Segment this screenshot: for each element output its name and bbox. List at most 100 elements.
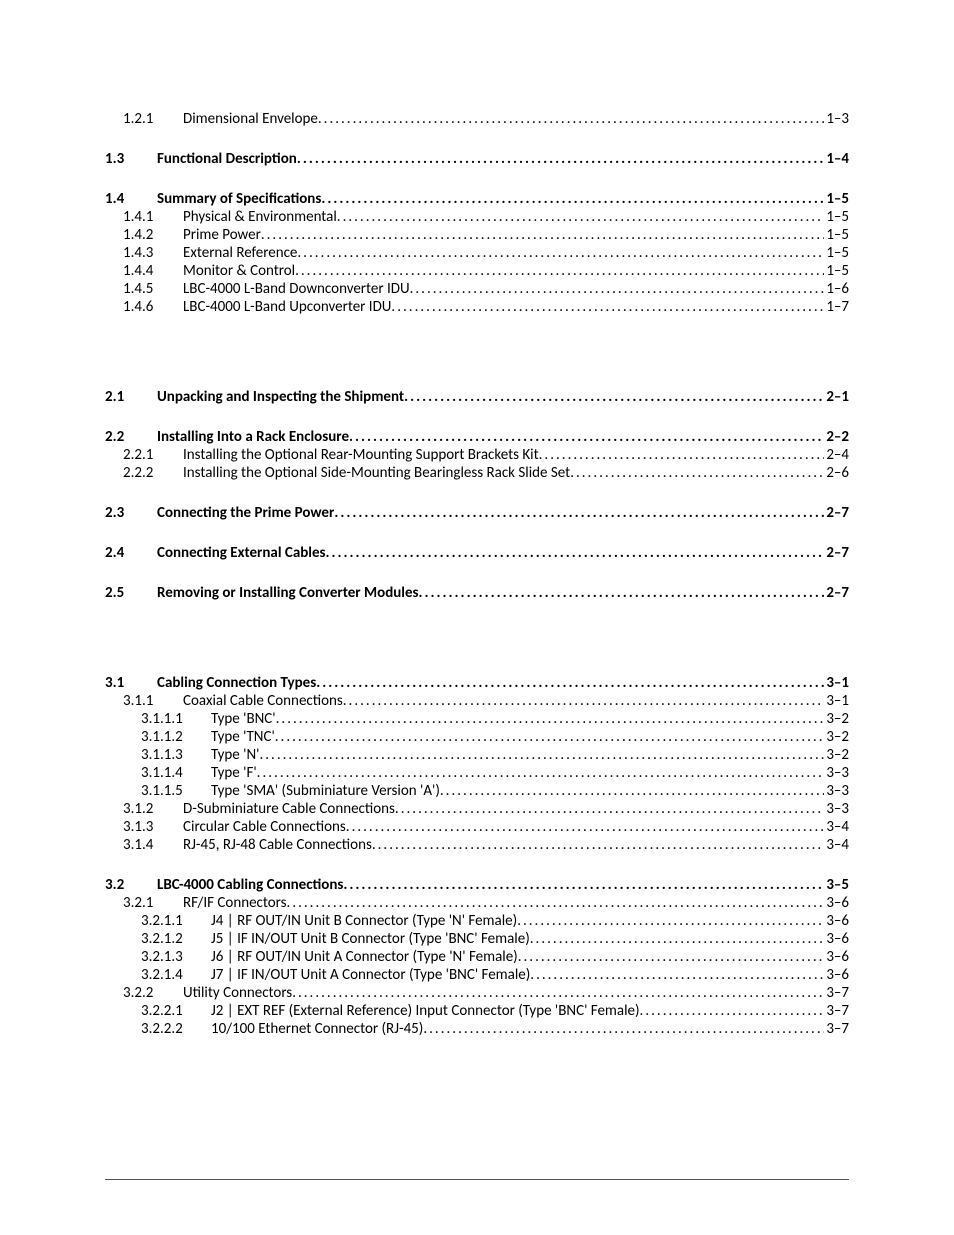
toc-entry-title: Installing the Optional Rear-Mounting Su… xyxy=(183,446,539,464)
toc-entry-page: 3–1 xyxy=(824,692,849,710)
toc-entry: 3.1.2D-Subminiature Cable Connections3–3 xyxy=(123,800,849,818)
toc-leader-dots xyxy=(410,280,825,298)
toc-entry-title: LBC-4000 Cabling Connections xyxy=(157,876,343,894)
toc-entry: 2.2.1Installing the Optional Rear-Mounti… xyxy=(123,446,849,464)
toc-entry: 3.1.1.1Type 'BNC'3–2 xyxy=(141,710,849,728)
toc-entry: 1.4.6LBC-4000 L-Band Upconverter IDU1–7 xyxy=(123,298,849,316)
toc-leader-dots xyxy=(343,876,824,894)
toc-entry-page: 1–5 xyxy=(824,262,849,280)
toc-gap xyxy=(105,406,849,428)
toc-leader-dots xyxy=(295,262,824,280)
toc-entry-number: 2.2.2 xyxy=(123,464,183,482)
toc-section-gap xyxy=(105,316,849,388)
toc-entry: 1.4.2Prime Power1–5 xyxy=(123,226,849,244)
toc-gap xyxy=(105,522,849,544)
toc-entry-title: Connecting External Cables xyxy=(157,544,326,562)
toc-entry-title: Utility Connectors xyxy=(183,984,292,1002)
toc-leader-dots xyxy=(318,110,824,128)
toc-entry-page: 3–3 xyxy=(824,764,849,782)
toc-entry-title: Coaxial Cable Connections xyxy=(183,692,343,710)
toc-entry-number: 3.2 xyxy=(105,876,157,894)
toc-entry-title: Circular Cable Connections xyxy=(183,818,346,836)
toc-leader-dots xyxy=(337,208,825,226)
toc-entry-title: Type 'F' xyxy=(211,764,257,782)
toc-entry-page: 3–4 xyxy=(824,836,849,854)
toc-entry-page: 2–6 xyxy=(824,464,849,482)
toc-entry-number: 3.2.2.2 xyxy=(141,1020,211,1038)
toc-leader-dots xyxy=(539,446,825,464)
toc-entry-page: 2–2 xyxy=(824,428,849,446)
toc-leader-dots xyxy=(423,1020,824,1038)
toc-leader-dots xyxy=(346,818,825,836)
toc-leader-dots xyxy=(276,710,825,728)
toc-entry-title: Type 'TNC' xyxy=(211,728,275,746)
toc-entry-page: 3–5 xyxy=(824,876,849,894)
document-page: 1.2.1Dimensional Envelope1–31.3Functiona… xyxy=(0,0,954,1235)
toc-gap xyxy=(105,562,849,584)
toc-leader-dots xyxy=(349,428,824,446)
toc-entry: 3.2.2.210/100 Ethernet Connector (RJ-45)… xyxy=(141,1020,849,1038)
toc-leader-dots xyxy=(297,150,825,168)
toc-entry-title: Type 'N' xyxy=(211,746,259,764)
toc-leader-dots xyxy=(640,1002,825,1020)
toc-entry-number: 3.2.1.2 xyxy=(141,930,211,948)
toc-leader-dots xyxy=(440,782,824,800)
toc-gap xyxy=(105,168,849,190)
toc-entry-title: LBC-4000 L-Band Downconverter IDU xyxy=(183,280,410,298)
table-of-contents: 1.2.1Dimensional Envelope1–31.3Functiona… xyxy=(105,110,849,1038)
toc-leader-dots xyxy=(530,966,824,984)
toc-entry: 3.2.2Utility Connectors3–7 xyxy=(123,984,849,1002)
toc-entry-page: 1–3 xyxy=(824,110,849,128)
toc-entry-number: 1.4.5 xyxy=(123,280,183,298)
toc-leader-dots xyxy=(395,800,824,818)
toc-entry-number: 2.3 xyxy=(105,504,157,522)
toc-leader-dots xyxy=(257,764,825,782)
toc-entry-number: 3.1.1 xyxy=(123,692,183,710)
toc-leader-dots xyxy=(343,692,825,710)
toc-section-gap xyxy=(105,602,849,674)
toc-entry-page: 3–2 xyxy=(824,710,849,728)
toc-entry-title: RF/IF Connectors xyxy=(183,894,287,912)
toc-entry-page: 3–1 xyxy=(824,674,849,692)
toc-entry-page: 2–7 xyxy=(824,544,849,562)
toc-entry: 2.1Unpacking and Inspecting the Shipment… xyxy=(105,388,849,406)
toc-entry-page: 3–7 xyxy=(824,1020,849,1038)
toc-entry: 3.2LBC-4000 Cabling Connections 3–5 xyxy=(105,876,849,894)
toc-entry-title: J5 | IF IN/OUT Unit B Connector (Type 'B… xyxy=(211,930,530,948)
toc-leader-dots xyxy=(259,746,824,764)
toc-entry-title: J2 | EXT REF (External Reference) Input … xyxy=(211,1002,640,1020)
toc-entry: 1.4.5LBC-4000 L-Band Downconverter IDU1–… xyxy=(123,280,849,298)
toc-entry: 1.4.4Monitor & Control1–5 xyxy=(123,262,849,280)
toc-entry: 3.1.4RJ-45, RJ-48 Cable Connections3–4 xyxy=(123,836,849,854)
toc-entry: 3.1.1.2Type 'TNC'3–2 xyxy=(141,728,849,746)
toc-entry-page: 1–7 xyxy=(824,298,849,316)
toc-entry-page: 3–3 xyxy=(824,782,849,800)
toc-entry-page: 1–5 xyxy=(824,226,849,244)
toc-entry-page: 3–6 xyxy=(824,966,849,984)
toc-entry-page: 3–6 xyxy=(824,912,849,930)
toc-entry-title: Monitor & Control xyxy=(183,262,295,280)
toc-entry-number: 2.2 xyxy=(105,428,157,446)
toc-entry: 3.1.1Coaxial Cable Connections 3–1 xyxy=(123,692,849,710)
toc-entry: 2.2Installing Into a Rack Enclosure2–2 xyxy=(105,428,849,446)
toc-entry-number: 2.5 xyxy=(105,584,157,602)
toc-entry: 1.4.3External Reference1–5 xyxy=(123,244,849,262)
toc-entry-number: 1.3 xyxy=(105,150,157,168)
toc-entry-number: 2.1 xyxy=(105,388,157,406)
toc-entry-page: 1–4 xyxy=(824,150,849,168)
toc-entry-number: 2.4 xyxy=(105,544,157,562)
toc-gap xyxy=(105,854,849,876)
toc-leader-dots xyxy=(570,464,824,482)
toc-entry: 3.1.3Circular Cable Connections3–4 xyxy=(123,818,849,836)
toc-entry-number: 3.2.2 xyxy=(123,984,183,1002)
toc-entry-title: J6 | RF OUT/IN Unit A Connector (Type 'N… xyxy=(211,948,518,966)
toc-entry-title: Dimensional Envelope xyxy=(183,110,318,128)
toc-entry-title: External Reference xyxy=(183,244,297,262)
toc-leader-dots xyxy=(334,504,824,522)
toc-leader-dots xyxy=(326,544,825,562)
toc-entry-number: 3.2.1.4 xyxy=(141,966,211,984)
toc-entry-number: 3.2.1.1 xyxy=(141,912,211,930)
toc-entry-number: 3.1.1.3 xyxy=(141,746,211,764)
toc-entry-page: 3–6 xyxy=(824,894,849,912)
toc-entry-number: 1.4.1 xyxy=(123,208,183,226)
